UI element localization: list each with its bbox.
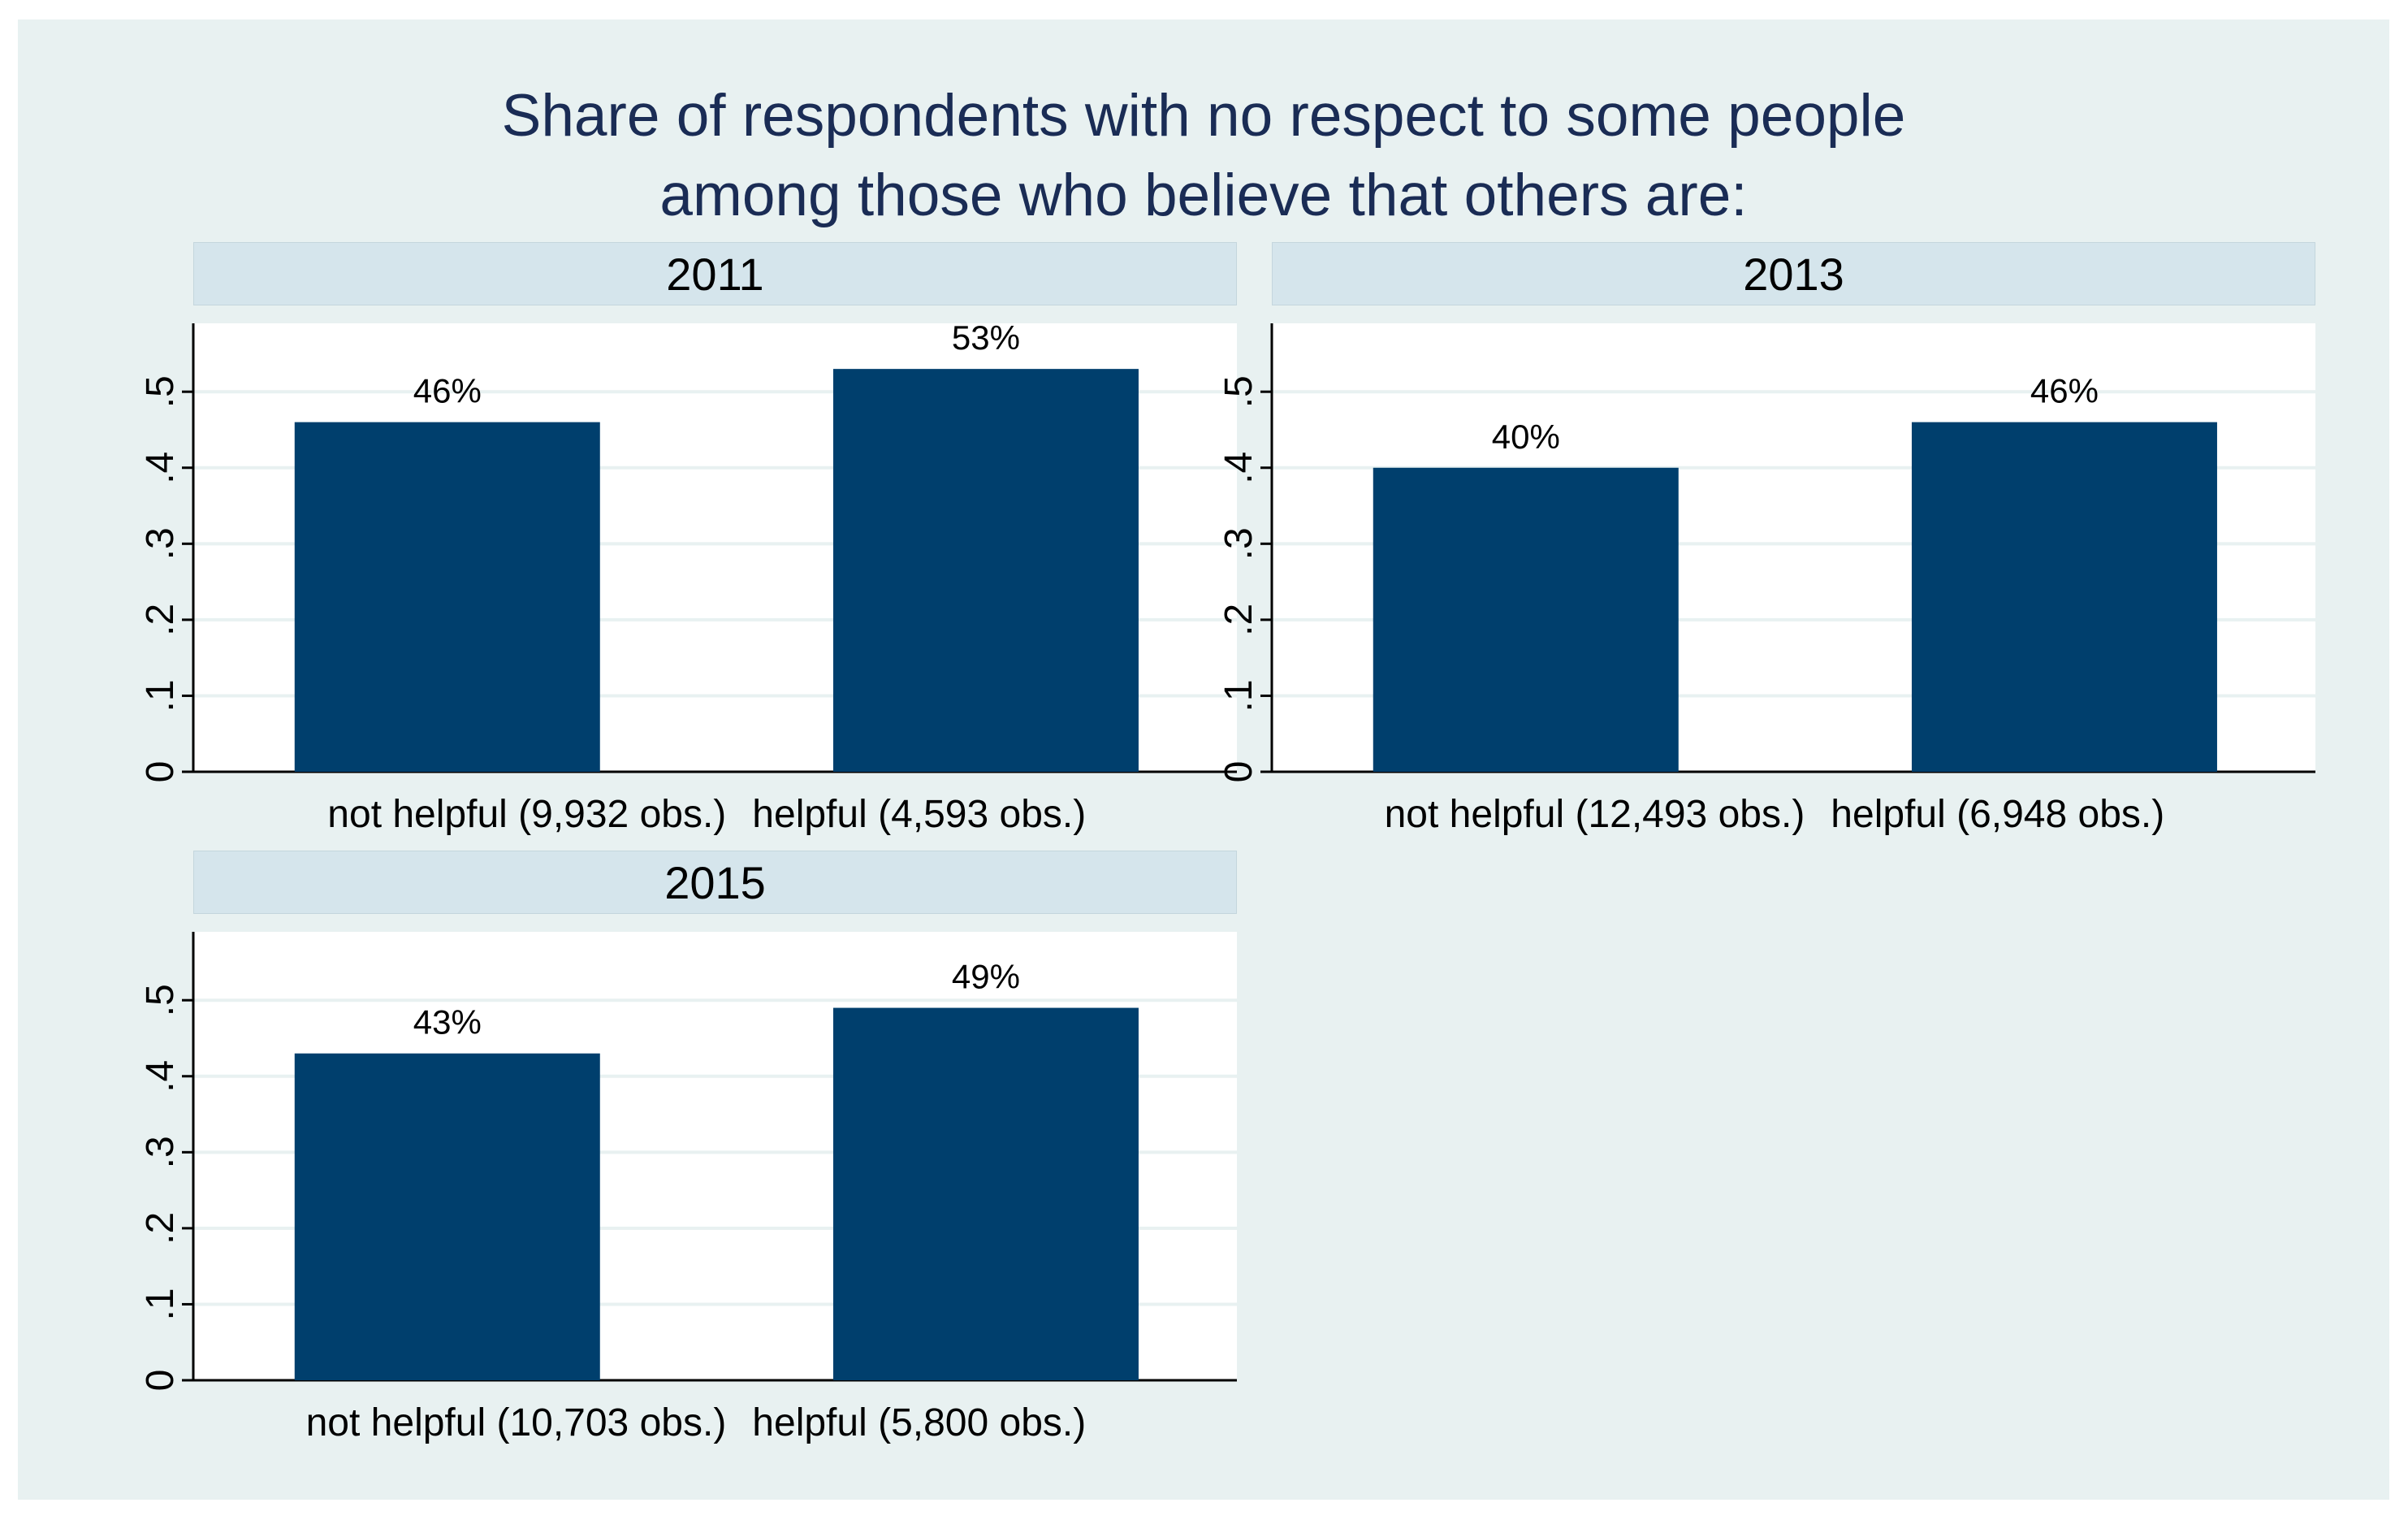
bar-value-label: 43% [413, 1003, 482, 1041]
panel-strip-2015: 2015 [193, 851, 1237, 914]
bar [832, 369, 1139, 772]
y-tick-label: 0 [139, 761, 182, 783]
bar-chart-2011: 0 .1 .2 .3 .4 .5 46% not helpful (9,932 obs.) 53… [139, 318, 1237, 836]
x-category-label: helpful (4,593 obs.) [752, 793, 1086, 836]
x-category-label: helpful (6,948 obs.) [1831, 793, 2164, 836]
y-tick-label: .2 [1217, 604, 1260, 636]
y-tick-label: 0 [1217, 761, 1260, 783]
panel-strip-2013: 2013 [1272, 242, 2315, 305]
y-tick-label: 0 [139, 1370, 182, 1392]
y-tick-label: .1 [1217, 679, 1260, 712]
panel-2011: 2011 0 .1 .2 .3 .4 .5 46% not helpful (9,932 ob… [139, 242, 1237, 843]
chart-title-line-2: among those who believe that others are: [659, 162, 1748, 228]
bar-value-label: 49% [952, 958, 1020, 996]
y-tick-label: .5 [139, 984, 182, 1016]
y-tick-label: .1 [139, 1288, 182, 1320]
bar [1373, 467, 1679, 772]
bar-value-label: 46% [2030, 372, 2099, 410]
y-tick-label: .2 [139, 604, 182, 636]
y-tick-label: .1 [139, 679, 182, 712]
y-tick-label: .2 [139, 1212, 182, 1245]
bar-value-label: 40% [1492, 418, 1560, 456]
bar-chart-2015: 0 .1 .2 .3 .4 .5 43% not helpful (10,703 obs.) 4… [139, 932, 1237, 1444]
bar [832, 1007, 1139, 1380]
x-category-label: not helpful (12,493 obs.) [1385, 793, 1805, 836]
y-tick-label: .5 [139, 375, 182, 408]
y-tick-label: .4 [139, 452, 182, 484]
x-category-label: not helpful (9,932 obs.) [327, 793, 726, 836]
y-tick-label: .4 [139, 1060, 182, 1093]
x-category-label: helpful (5,800 obs.) [752, 1401, 1086, 1444]
chart-figure: Share of respondents with no respect to … [18, 19, 2389, 1500]
y-tick-label: .5 [1217, 375, 1260, 408]
chart-title-line-1: Share of respondents with no respect to … [501, 83, 1906, 149]
x-category-label: not helpful (10,703 obs.) [306, 1401, 727, 1444]
panel-2015: 2015 0 .1 .2 .3 .4 .5 43% not helpful (10,703 o… [139, 851, 1237, 1452]
bar-chart-2013: 0 .1 .2 .3 .4 .5 40% not helpful (12,493 obs.) 4… [1217, 323, 2315, 836]
panel-2013: 2013 0 .1 .2 .3 .4 .5 40% not helpful (12,493 o… [1217, 242, 2315, 843]
bar [1911, 422, 2217, 772]
y-tick-label: .4 [1217, 452, 1260, 484]
panel-strip-2011: 2011 [193, 242, 1237, 305]
chart-title: Share of respondents with no respect to … [18, 76, 2389, 236]
y-tick-label: .3 [139, 1136, 182, 1168]
y-tick-label: .3 [139, 527, 182, 560]
bar [294, 422, 600, 772]
bar-value-label: 46% [413, 372, 482, 410]
bar-value-label: 53% [952, 318, 1020, 357]
y-tick-label: .3 [1217, 527, 1260, 560]
bar [294, 1053, 600, 1380]
